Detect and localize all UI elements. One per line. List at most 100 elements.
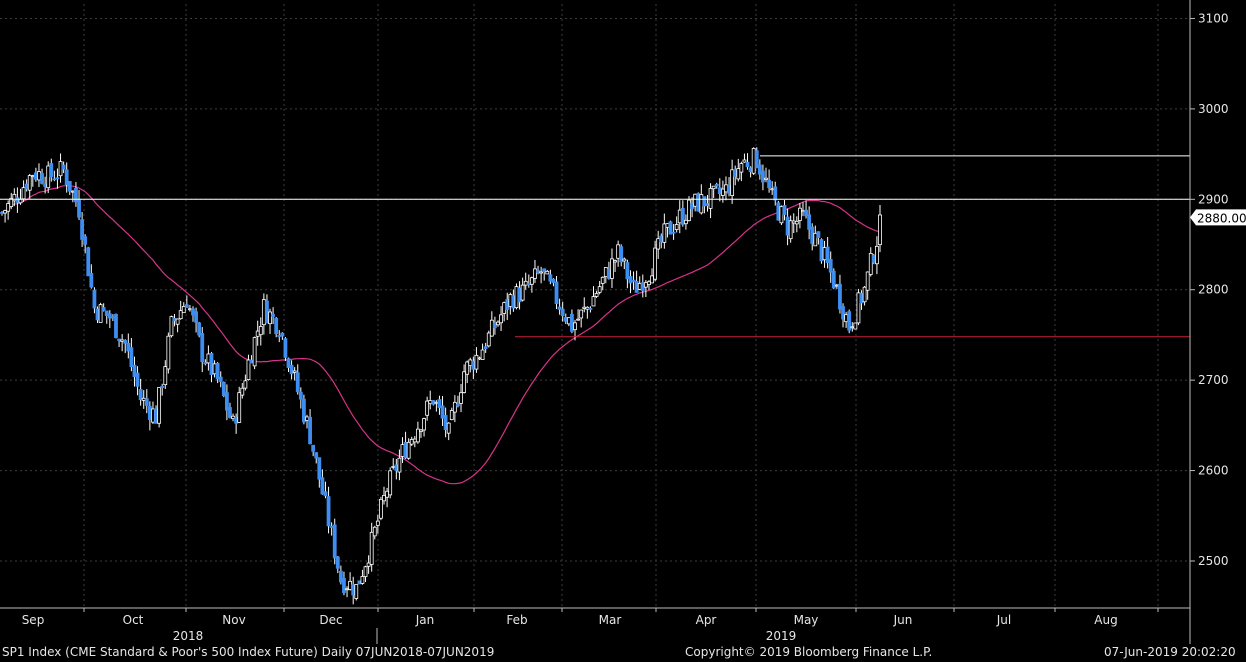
candle-body — [406, 441, 411, 459]
candle-body — [58, 161, 63, 177]
y-tick-label: 2800 — [1198, 283, 1229, 297]
candle-body — [0, 212, 4, 214]
candle-body — [326, 496, 331, 527]
candle-body — [699, 194, 704, 214]
candle-body — [231, 415, 235, 420]
candle-body — [493, 322, 497, 329]
candle-body — [240, 387, 245, 396]
candle-body — [206, 353, 211, 364]
candle-body — [289, 364, 294, 375]
candle-body — [650, 275, 654, 284]
candle-body — [674, 224, 679, 231]
x-tick-label: Feb — [506, 613, 527, 627]
candle-body — [302, 398, 306, 423]
candle-body — [452, 401, 457, 413]
footer-timestamp: 07-Jun-2019 20:02:20 — [1104, 645, 1236, 659]
candle-body — [788, 220, 793, 240]
candle-body — [459, 392, 463, 404]
candle-body — [252, 337, 257, 367]
candle-body — [348, 580, 353, 590]
candle-body — [209, 352, 214, 375]
candle-body — [570, 313, 574, 332]
last-price-badge — [1190, 209, 1246, 226]
candle-body — [761, 170, 765, 183]
candle-body — [409, 439, 414, 445]
candle-body — [138, 388, 143, 401]
candle-body — [801, 210, 805, 213]
y-axis: 2500 2600 2700 2800 2900 3000 3100 2880.00 — [1189, 0, 1246, 644]
candle-body — [391, 466, 396, 468]
candle-body — [791, 220, 796, 224]
candle-body — [440, 405, 445, 419]
candle-body — [776, 202, 781, 221]
candle-body — [375, 520, 380, 526]
candle-body — [15, 197, 20, 203]
candle-body — [203, 362, 208, 365]
candle-body — [172, 318, 177, 322]
y-tick-label: 2700 — [1198, 373, 1229, 387]
candle-body — [573, 322, 577, 331]
candle-body — [382, 495, 386, 502]
candle-body — [169, 316, 174, 337]
candle-body — [477, 357, 482, 360]
candle-body — [111, 316, 115, 319]
x-tick-label: Mar — [599, 613, 622, 627]
candle-body — [742, 159, 747, 163]
candle-body — [798, 207, 802, 221]
candle-body — [597, 286, 602, 293]
candle-body — [764, 177, 768, 180]
candle-body — [613, 260, 617, 263]
candle-body — [3, 210, 7, 214]
candle-body — [265, 300, 269, 324]
candle-body — [224, 392, 229, 411]
candle-body — [46, 165, 51, 189]
candle-body — [810, 226, 815, 244]
candle-body — [533, 268, 537, 279]
candle-body — [64, 169, 69, 186]
candle-body — [770, 188, 775, 191]
candle-body — [52, 178, 57, 181]
candle-body — [83, 236, 88, 245]
candle-body — [680, 207, 685, 225]
candle-body — [554, 281, 559, 305]
candle-body — [425, 400, 430, 416]
candle-body — [594, 293, 599, 297]
candle-body — [643, 282, 648, 288]
candle-body — [665, 223, 670, 228]
candle-body — [496, 321, 500, 326]
candle-body — [511, 295, 516, 309]
candle-body — [77, 199, 81, 218]
candle-body — [234, 416, 239, 424]
moving-average-path — [1, 185, 881, 485]
candle-body — [80, 219, 84, 240]
candle-body — [160, 385, 165, 388]
candle-body — [859, 293, 864, 304]
x-tick-label: Sep — [22, 613, 45, 627]
candle-body — [816, 231, 821, 238]
candle-body — [215, 362, 220, 380]
candle-body — [40, 173, 44, 184]
candle-body — [508, 294, 513, 307]
candle-body — [585, 306, 590, 310]
candle-body — [576, 318, 580, 321]
candle-body — [67, 180, 72, 192]
candle-body — [462, 371, 467, 393]
candle-body — [141, 397, 146, 401]
candle-body — [754, 150, 759, 168]
footer: SP1 Index (CME Standard & Poor's 500 Ind… — [0, 644, 1246, 662]
candle-body — [724, 184, 728, 193]
candle-body — [415, 428, 420, 443]
candle-body — [194, 311, 198, 323]
candle-body — [520, 284, 525, 301]
candle-body — [536, 270, 540, 273]
x-axis: Sep Oct Nov Dec Jan Feb Mar Apr May Jun Jul Aug 2018… — [0, 607, 1190, 644]
candle-body — [147, 405, 152, 421]
x-tick-label: Nov — [222, 613, 245, 627]
candle-body — [526, 283, 531, 286]
candle-body — [360, 576, 365, 584]
candle-body — [385, 490, 389, 498]
candle-body — [696, 193, 701, 212]
candle-body — [834, 284, 839, 287]
candle-body — [603, 267, 608, 277]
candle-body — [757, 164, 762, 175]
